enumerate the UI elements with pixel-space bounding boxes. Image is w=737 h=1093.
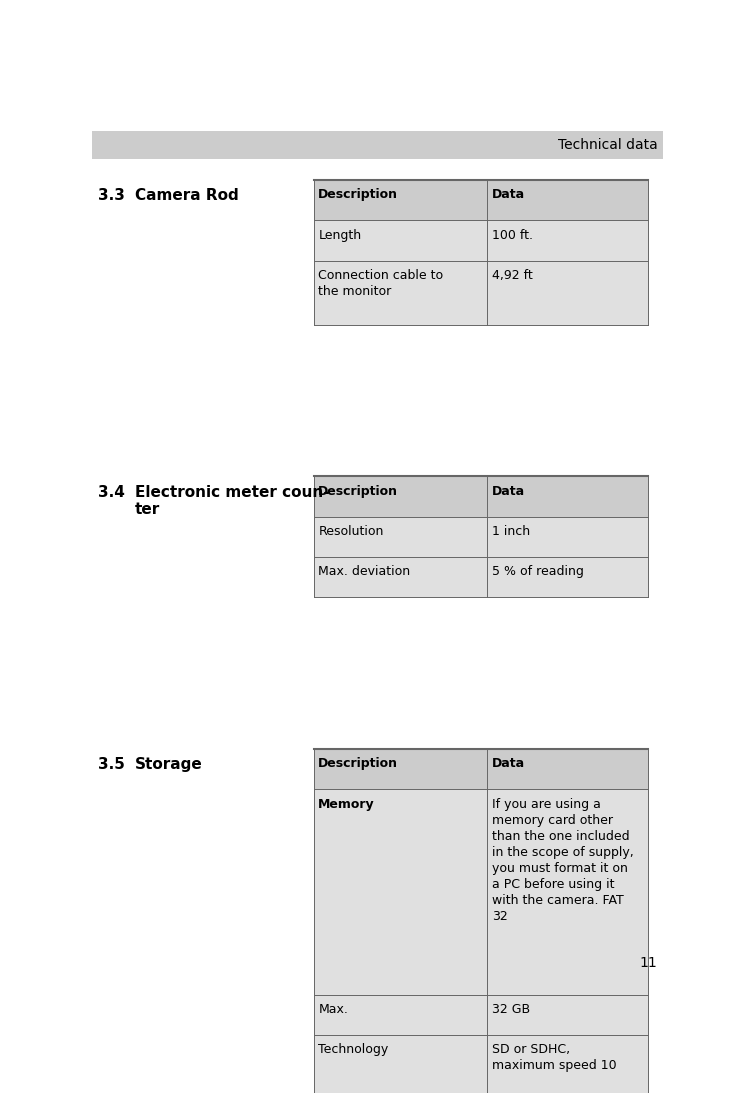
Text: Data: Data [492,757,525,771]
Text: Storage: Storage [135,757,203,773]
FancyBboxPatch shape [487,1035,648,1093]
Text: 3.5: 3.5 [98,757,125,773]
FancyBboxPatch shape [314,557,487,598]
FancyBboxPatch shape [487,517,648,557]
Text: 3.4: 3.4 [98,484,125,500]
FancyBboxPatch shape [314,749,487,789]
Text: Description: Description [318,188,398,201]
Text: Electronic meter coun-
ter: Electronic meter coun- ter [135,484,329,517]
Text: 11: 11 [640,955,657,969]
FancyBboxPatch shape [314,1035,487,1093]
FancyBboxPatch shape [314,221,487,261]
Text: Memory: Memory [318,798,375,811]
FancyBboxPatch shape [487,557,648,598]
FancyBboxPatch shape [487,261,648,325]
Text: Connection cable to
the monitor: Connection cable to the monitor [318,269,444,298]
Text: Technology: Technology [318,1044,388,1057]
FancyBboxPatch shape [487,221,648,261]
Text: Technical data: Technical data [558,138,657,152]
FancyBboxPatch shape [487,180,648,221]
FancyBboxPatch shape [314,995,487,1035]
Text: If you are using a
memory card other
than the one included
in the scope of suppl: If you are using a memory card other tha… [492,798,634,922]
FancyBboxPatch shape [487,995,648,1035]
Text: Description: Description [318,757,398,771]
Text: Camera Rod: Camera Rod [135,188,239,203]
FancyBboxPatch shape [314,477,487,517]
Text: 3.3: 3.3 [98,188,125,203]
FancyBboxPatch shape [314,789,487,995]
FancyBboxPatch shape [487,749,648,789]
Text: 1 inch: 1 inch [492,525,530,538]
Text: Length: Length [318,228,361,242]
Text: Description: Description [318,484,398,497]
FancyBboxPatch shape [92,131,663,158]
Text: SD or SDHC,
maximum speed 10: SD or SDHC, maximum speed 10 [492,1044,617,1072]
Text: 5 % of reading: 5 % of reading [492,565,584,578]
Text: Max.: Max. [318,1003,348,1016]
FancyBboxPatch shape [314,261,487,325]
Text: 100 ft.: 100 ft. [492,228,533,242]
Text: Data: Data [492,188,525,201]
FancyBboxPatch shape [314,180,487,221]
FancyBboxPatch shape [487,789,648,995]
FancyBboxPatch shape [487,477,648,517]
Text: Max. deviation: Max. deviation [318,565,411,578]
Text: 4,92 ft: 4,92 ft [492,269,533,282]
FancyBboxPatch shape [314,517,487,557]
Text: 32 GB: 32 GB [492,1003,530,1016]
Text: Resolution: Resolution [318,525,384,538]
Text: Data: Data [492,484,525,497]
